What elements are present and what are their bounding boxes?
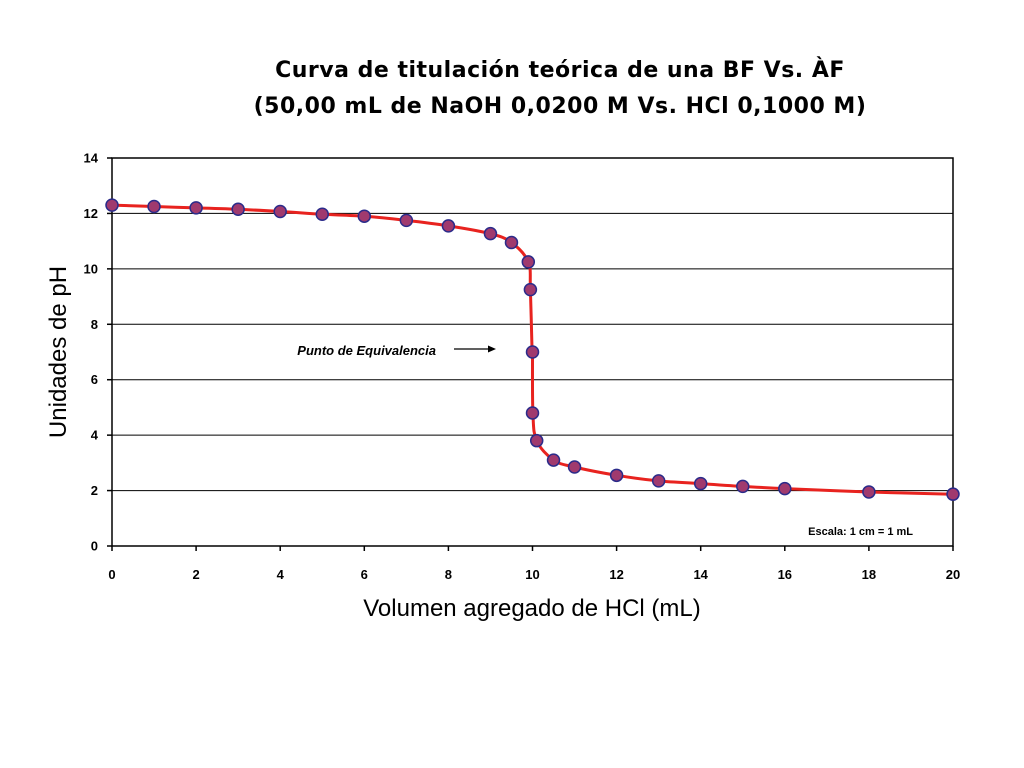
scale-note: Escala: 1 cm = 1 mL (808, 526, 913, 538)
data-point-3 (231, 202, 245, 217)
data-point-7 (399, 213, 414, 228)
data-point-9 (483, 226, 498, 241)
data-point-8 (441, 219, 456, 233)
y-tick-label-14: 14 (84, 151, 99, 166)
y-tick-label-10: 10 (84, 261, 98, 276)
equivalence-arrow (454, 345, 496, 353)
y-axis-ticks: 0 2 4 6 8 10 12 14 (84, 151, 112, 554)
data-point-1 (147, 199, 161, 214)
x-tick-label-16: 16 (778, 567, 792, 582)
x-tick-label-2: 2 (192, 567, 199, 582)
y-tick-label-2: 2 (91, 483, 98, 498)
data-point-0 (105, 198, 119, 212)
data-point-17 (567, 460, 582, 474)
x-tick-label-0: 0 (108, 567, 115, 582)
data-point-11 (521, 255, 536, 269)
data-point-13 (525, 345, 540, 359)
x-tick-label-4: 4 (277, 567, 285, 582)
chart-title: Curva de titulación teórica de una BF Vs… (275, 58, 845, 83)
y-tick-label-12: 12 (84, 206, 98, 221)
x-tick-label-8: 8 (445, 567, 452, 582)
data-point-21 (736, 479, 750, 494)
data-point-12 (523, 282, 538, 297)
data-point-2 (189, 201, 203, 215)
x-axis-ticks: 0 2 4 6 8 10 12 14 16 18 20 (108, 546, 960, 582)
y-axis-title: Unidades de pH (45, 266, 72, 438)
data-point-22 (778, 481, 792, 496)
x-tick-label-14: 14 (693, 567, 708, 582)
data-point-5 (315, 207, 329, 222)
data-point-19 (651, 474, 666, 488)
data-point-16 (546, 453, 561, 467)
x-tick-label-18: 18 (862, 567, 876, 582)
data-point-14 (525, 406, 540, 420)
x-tick-label-20: 20 (946, 567, 960, 582)
data-markers (105, 198, 960, 501)
chart-subtitle: (50,00 mL de NaOH 0,0200 M Vs. HCl 0,100… (253, 94, 867, 119)
data-point-6 (357, 209, 372, 223)
y-tick-label-4: 4 (91, 428, 99, 443)
x-tick-label-12: 12 (609, 567, 623, 582)
x-tick-label-10: 10 (525, 567, 539, 582)
data-point-15 (529, 433, 544, 448)
data-point-24 (946, 487, 960, 501)
y-tick-label-8: 8 (91, 317, 98, 332)
data-point-10 (504, 235, 519, 250)
y-tick-label-6: 6 (91, 372, 98, 387)
data-point-18 (609, 468, 624, 483)
data-point-4 (273, 204, 287, 219)
data-point-20 (693, 476, 708, 491)
equivalence-point-label: Punto de Equivalencia (297, 343, 436, 358)
x-tick-label-6: 6 (361, 567, 368, 582)
x-axis-title: Volumen agregado de HCl (mL) (363, 595, 701, 622)
data-point-23 (862, 485, 876, 499)
y-tick-label-0: 0 (91, 539, 98, 554)
